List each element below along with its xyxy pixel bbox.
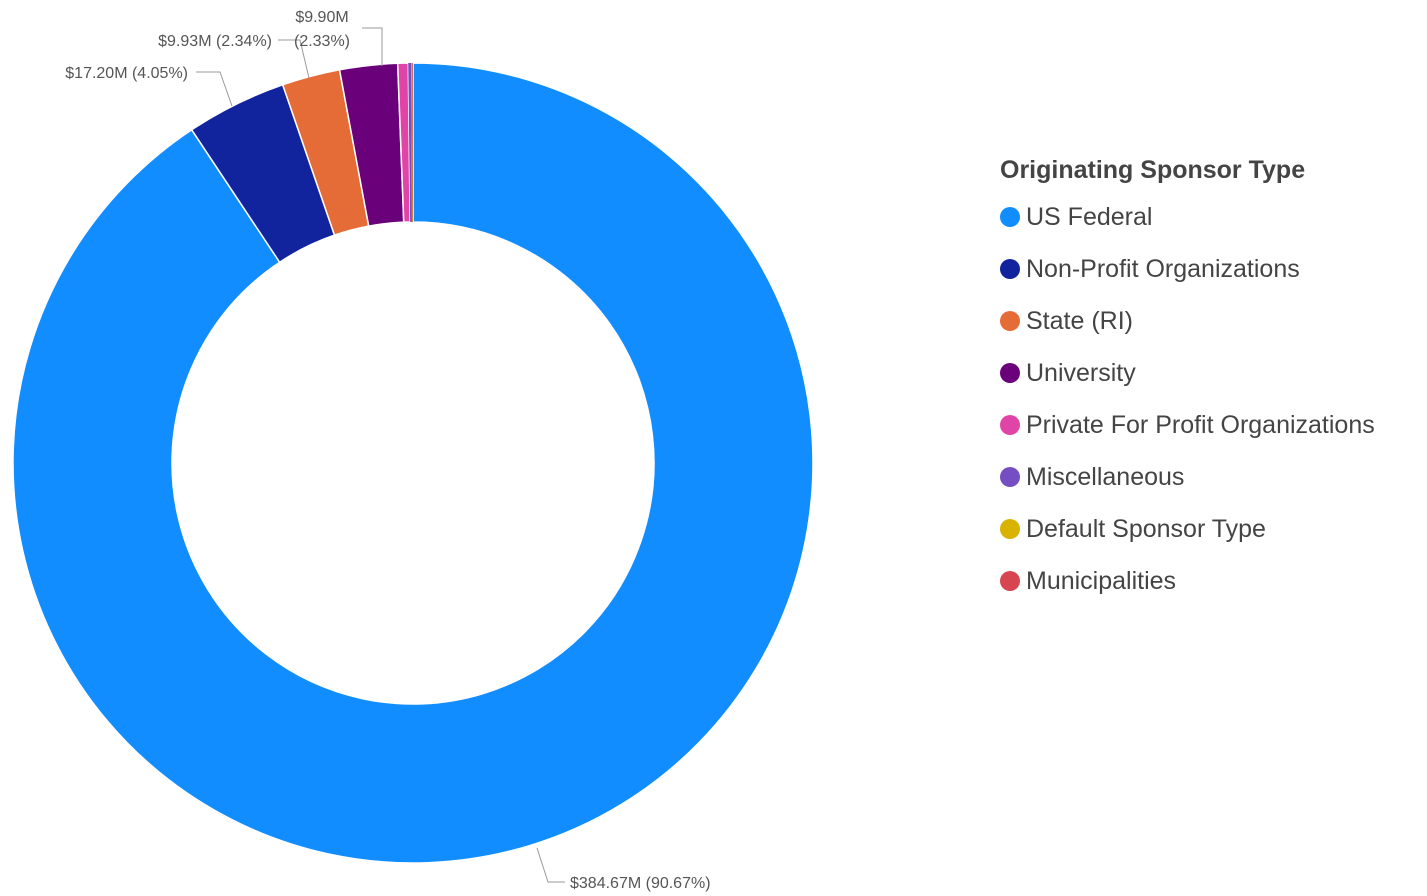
legend-label: State (RI) bbox=[1026, 306, 1133, 335]
legend-label: Default Sponsor Type bbox=[1026, 514, 1266, 543]
slice-us-federal[interactable] bbox=[12, 62, 814, 864]
legend-label: Municipalities bbox=[1026, 566, 1177, 595]
leader-line bbox=[536, 847, 565, 883]
slice-municipalities[interactable] bbox=[412, 63, 413, 223]
data-label: $9.90M bbox=[295, 9, 348, 26]
legend-swatch bbox=[1000, 467, 1020, 487]
legend-item[interactable]: Miscellaneous bbox=[1000, 451, 1375, 503]
data-labels: $384.67M (90.67%) $17.20M (4.05%) $9.93M (… bbox=[65, 9, 710, 892]
legend-label: US Federal bbox=[1026, 202, 1153, 231]
legend-title: Originating Sponsor Type bbox=[1000, 156, 1306, 184]
legend: Originating Sponsor Type US Federal Non-P… bbox=[1000, 156, 1375, 607]
legend-swatch bbox=[1000, 519, 1020, 539]
legend-swatch bbox=[1000, 311, 1020, 331]
legend-label: Private For Profit Organizations bbox=[1026, 410, 1375, 439]
legend-swatch bbox=[1000, 415, 1020, 435]
data-label: $17.20M (4.05%) bbox=[65, 65, 188, 82]
donut-chart: $384.67M (90.67%) $17.20M (4.05%) $9.93M (… bbox=[12, 9, 814, 892]
legend-label: Non-Profit Organizations bbox=[1026, 254, 1300, 283]
legend-label: Miscellaneous bbox=[1026, 462, 1185, 491]
legend-item[interactable]: Non-Profit Organizations bbox=[1000, 243, 1375, 295]
legend-item[interactable]: University bbox=[1000, 347, 1375, 399]
legend-item[interactable]: US Federal bbox=[1000, 191, 1375, 243]
leader-line bbox=[278, 39, 310, 79]
donut-slices bbox=[12, 62, 814, 864]
legend-swatch bbox=[1000, 363, 1020, 383]
data-label: (2.33%) bbox=[294, 33, 350, 50]
legend-label: University bbox=[1026, 358, 1136, 387]
slice-default-sponsor-type[interactable] bbox=[411, 63, 413, 223]
legend-items: US Federal Non-Profit Organizations State … bbox=[1000, 191, 1375, 607]
legend-item[interactable]: Municipalities bbox=[1000, 555, 1375, 607]
data-label: $9.93M (2.34%) bbox=[158, 33, 272, 50]
legend-swatch bbox=[1000, 259, 1020, 279]
leader-line bbox=[196, 71, 233, 107]
legend-item[interactable]: Default Sponsor Type bbox=[1000, 503, 1375, 555]
legend-swatch bbox=[1000, 207, 1020, 227]
legend-swatch bbox=[1000, 571, 1020, 591]
leader-line bbox=[362, 27, 383, 66]
legend-item[interactable]: Private For Profit Organizations bbox=[1000, 399, 1375, 451]
legend-item[interactable]: State (RI) bbox=[1000, 295, 1375, 347]
slice-miscellaneous[interactable] bbox=[408, 63, 412, 223]
data-label: $384.67M (90.67%) bbox=[570, 875, 711, 892]
